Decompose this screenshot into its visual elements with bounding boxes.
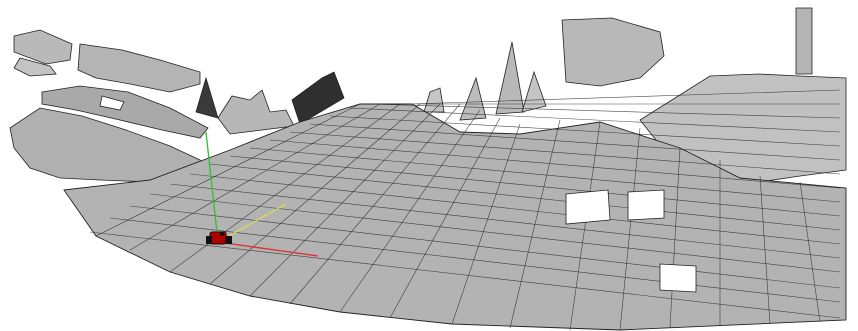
y-axis-line bbox=[217, 203, 287, 243]
z-axis-line bbox=[205, 131, 219, 243]
robot-marker-icon[interactable] bbox=[206, 231, 232, 245]
terrain-mesh-walls bbox=[195, 41, 547, 135]
axis-gizmo bbox=[205, 131, 319, 257]
x-axis-line bbox=[217, 241, 319, 257]
terrain-mesh-floor bbox=[63, 89, 847, 331]
terrain-mesh-left bbox=[9, 29, 213, 183]
